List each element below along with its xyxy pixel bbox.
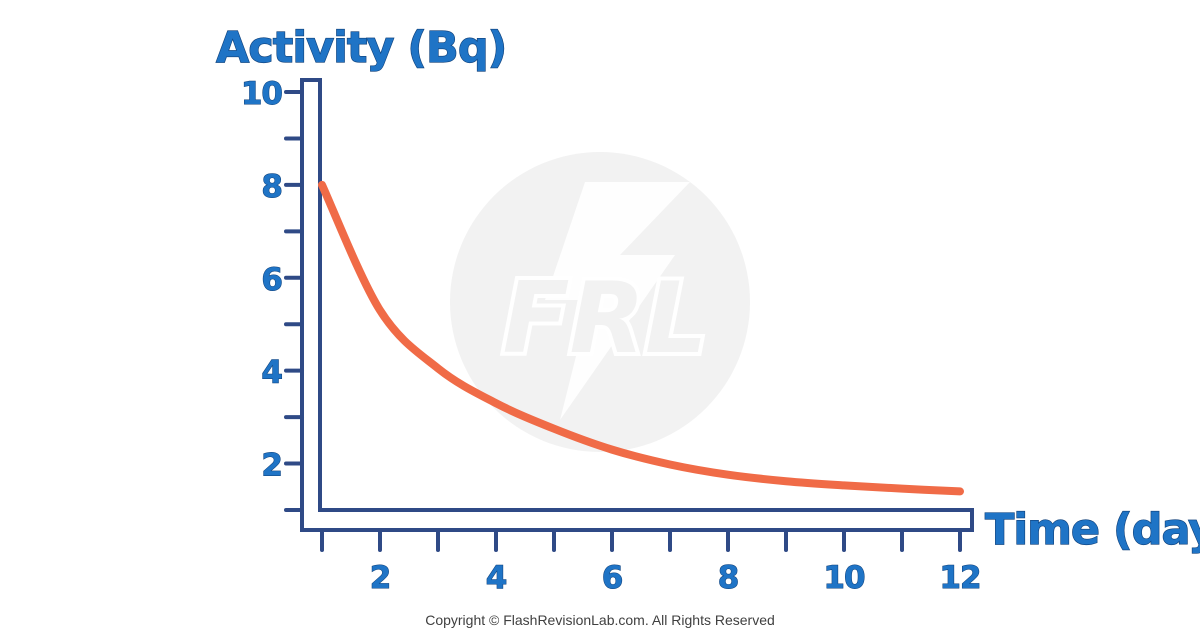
x-tick-label: 2: [370, 560, 391, 596]
x-tick-label: 8: [718, 560, 739, 596]
x-tick-label: 12: [939, 560, 980, 596]
axis-ticks: [284, 90, 962, 552]
y-axis-title: Activity (Bq): [216, 23, 506, 73]
axes: [300, 78, 974, 532]
y-tick-label: 6: [261, 262, 282, 298]
axes-frame: [300, 78, 974, 532]
copyright-text: Copyright © FlashRevisionLab.com. All Ri…: [425, 612, 775, 628]
x-tick-label: 6: [602, 560, 623, 596]
watermark-text: FRL: [503, 262, 708, 376]
watermark-logo: FRL: [450, 152, 750, 452]
y-tick-label: 8: [261, 169, 282, 205]
y-tick-label: 10: [241, 76, 283, 112]
x-tick-label: 10: [823, 560, 865, 596]
axis-tick-labels: 2 4 6 8 10 12 10 8 6 4 2: [240, 76, 982, 597]
decay-curve-group: [318, 180, 964, 496]
y-tick-label: 2: [261, 448, 282, 484]
x-tick-label: 4: [486, 560, 507, 596]
x-axis-title: Time (days): [985, 505, 1200, 555]
y-tick-label: 4: [261, 355, 282, 391]
decay-curve-line: [318, 180, 964, 496]
watermark-bolt-icon: [545, 182, 690, 420]
